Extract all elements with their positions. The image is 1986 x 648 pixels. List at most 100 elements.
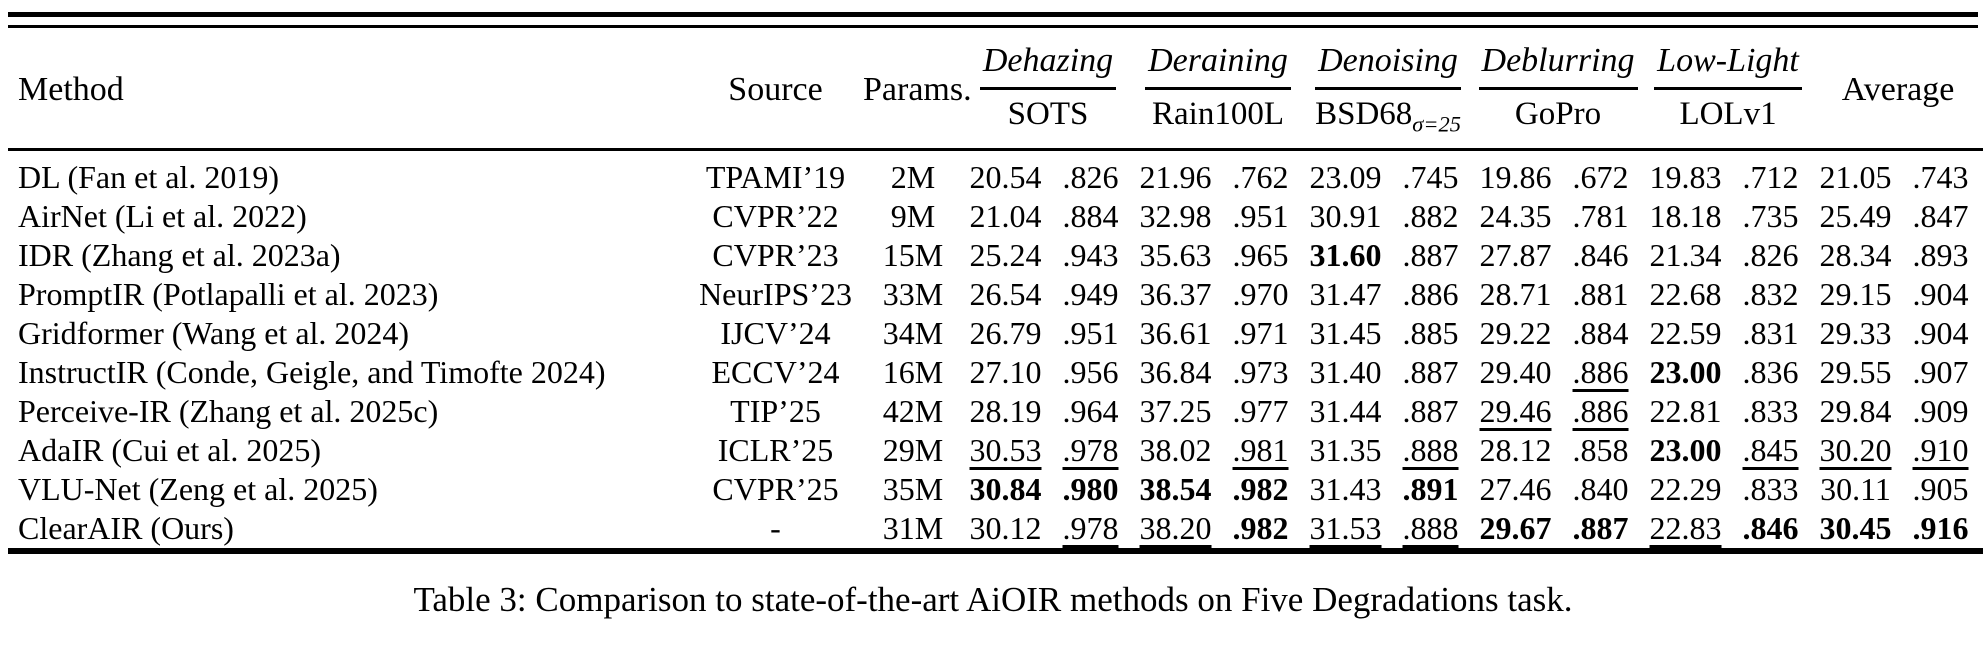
task-label: Deraining [1145, 42, 1291, 90]
value-cell: .836 [1742, 353, 1799, 390]
value-cell: .743 [1912, 158, 1969, 195]
value-cell: 24.35 [1479, 197, 1552, 234]
source-cell: IJCV’24 [720, 314, 831, 351]
value-cell: .826 [1062, 158, 1119, 195]
value-cell: .978 [1062, 509, 1119, 546]
value-cell: .762 [1232, 158, 1289, 195]
value-cell: .891 [1402, 470, 1459, 507]
value-cell: 19.83 [1649, 158, 1722, 195]
value-cell: .970 [1232, 275, 1289, 312]
col-header-dataset-bsd68: BSD68σ=25 [1303, 90, 1473, 149]
value-cell: .845 [1742, 431, 1799, 468]
params-cell: 34M [882, 314, 944, 351]
value-cell: 22.29 [1649, 470, 1722, 507]
value-cell: .888 [1402, 431, 1459, 468]
value-cell: .977 [1232, 392, 1289, 429]
value-cell: .909 [1912, 392, 1969, 429]
value-cell: 30.11 [1820, 470, 1891, 507]
value-cell: .887 [1402, 236, 1459, 273]
params-cell: 42M [882, 392, 944, 429]
value-cell: .858 [1572, 431, 1629, 468]
value-cell: 23.09 [1309, 158, 1382, 195]
value-cell: .735 [1742, 197, 1799, 234]
value-cell: 38.02 [1139, 431, 1212, 468]
table-row: DL (Fan et al. 2019) TPAMI’19 2M 20.54 .826 2… [8, 149, 1983, 197]
params-cell: 29M [882, 431, 944, 468]
method-cell: ClearAIR (Ours) [18, 509, 234, 546]
dataset-label: BSD68 [1315, 96, 1413, 132]
value-cell: 31.43 [1309, 470, 1382, 507]
col-header-params: Params. [863, 70, 972, 108]
table-row: Perceive-IR (Zhang et al. 2025c) TIP’25 42… [8, 392, 1983, 431]
col-header-task-denoising: Denoising [1303, 32, 1473, 90]
value-cell: .832 [1742, 275, 1799, 312]
dataset-label: LOLv1 [1679, 96, 1777, 132]
value-cell: 38.20 [1139, 509, 1212, 546]
value-cell: 23.00 [1649, 431, 1722, 468]
value-cell: .951 [1062, 314, 1119, 351]
params-cell: 15M [882, 236, 944, 273]
dataset-label: SOTS [1007, 96, 1089, 132]
header-row-tasks: Method Source Params. Dehazing Deraining… [8, 32, 1983, 108]
value-cell: .888 [1402, 509, 1459, 546]
value-cell: 29.46 [1479, 392, 1552, 429]
value-cell: 22.59 [1649, 314, 1722, 351]
value-cell: .982 [1232, 509, 1289, 546]
task-label: Deblurring [1478, 42, 1638, 90]
value-cell: 27.10 [969, 353, 1042, 390]
params-cell: 33M [882, 275, 944, 312]
value-cell: 29.40 [1479, 353, 1552, 390]
value-cell: 27.87 [1479, 236, 1552, 273]
value-cell: .973 [1232, 353, 1289, 390]
value-cell: 31.60 [1309, 236, 1382, 273]
method-cell: Gridformer (Wang et al. 2024) [18, 314, 410, 351]
value-cell: .881 [1572, 275, 1629, 312]
value-cell: 30.53 [969, 431, 1042, 468]
col-header-dataset-sots: SOTS [963, 90, 1133, 149]
header-row-datasets: SOTS Rain100L BSD68σ=25 GoPro LOLv1 [8, 90, 1983, 149]
value-cell: 29.84 [1819, 392, 1892, 429]
params-cell: 9M [890, 197, 936, 234]
value-cell: 32.98 [1139, 197, 1212, 234]
task-label: Denoising [1315, 42, 1461, 90]
value-cell: .905 [1912, 470, 1969, 507]
value-cell: 28.34 [1819, 236, 1892, 273]
value-cell: .886 [1572, 392, 1629, 429]
source-cell: CVPR’25 [712, 470, 839, 507]
value-cell: .971 [1232, 314, 1289, 351]
value-cell: 18.18 [1649, 197, 1722, 234]
value-cell: .846 [1742, 509, 1799, 546]
method-cell: AdaIR (Cui et al. 2025) [18, 431, 322, 468]
value-cell: 31.35 [1309, 431, 1382, 468]
value-cell: 31.47 [1309, 275, 1382, 312]
value-cell: 22.83 [1649, 509, 1722, 546]
value-cell: .982 [1232, 470, 1289, 507]
table-row: AdaIR (Cui et al. 2025) ICLR’25 29M 30.53 .9… [8, 431, 1983, 470]
value-cell: .884 [1572, 314, 1629, 351]
params-cell: 16M [882, 353, 944, 390]
source-cell: NeurIPS’23 [699, 275, 852, 312]
table-row: PromptIR (Potlapalli et al. 2023) NeurIPS… [8, 275, 1983, 314]
value-cell: .956 [1062, 353, 1119, 390]
method-cell: VLU-Net (Zeng et al. 2025) [18, 470, 378, 507]
value-cell: 25.24 [969, 236, 1042, 273]
source-cell: CVPR’23 [712, 236, 839, 273]
value-cell: 30.45 [1819, 509, 1892, 546]
value-cell: 19.86 [1479, 158, 1552, 195]
table-row: Gridformer (Wang et al. 2024) IJCV’24 34M 2… [8, 314, 1983, 353]
table-body: DL (Fan et al. 2019) TPAMI’19 2M 20.54 .826 2… [8, 149, 1983, 551]
value-cell: .916 [1912, 509, 1969, 546]
value-cell: 26.54 [969, 275, 1042, 312]
value-cell: 26.79 [969, 314, 1042, 351]
value-cell: .943 [1062, 236, 1119, 273]
value-cell: .907 [1912, 353, 1969, 390]
col-header-dataset-rain100l: Rain100L [1133, 90, 1303, 149]
col-header-dataset-gopro: GoPro [1473, 90, 1643, 149]
source-cell: ECCV’24 [711, 353, 840, 390]
dataset-label: GoPro [1514, 96, 1602, 132]
results-table: Method Source Params. Dehazing Deraining… [8, 32, 1984, 554]
method-cell: Perceive-IR (Zhang et al. 2025c) [18, 392, 439, 429]
value-cell: .745 [1402, 158, 1459, 195]
value-cell: .981 [1232, 431, 1289, 468]
value-cell: .980 [1062, 470, 1119, 507]
